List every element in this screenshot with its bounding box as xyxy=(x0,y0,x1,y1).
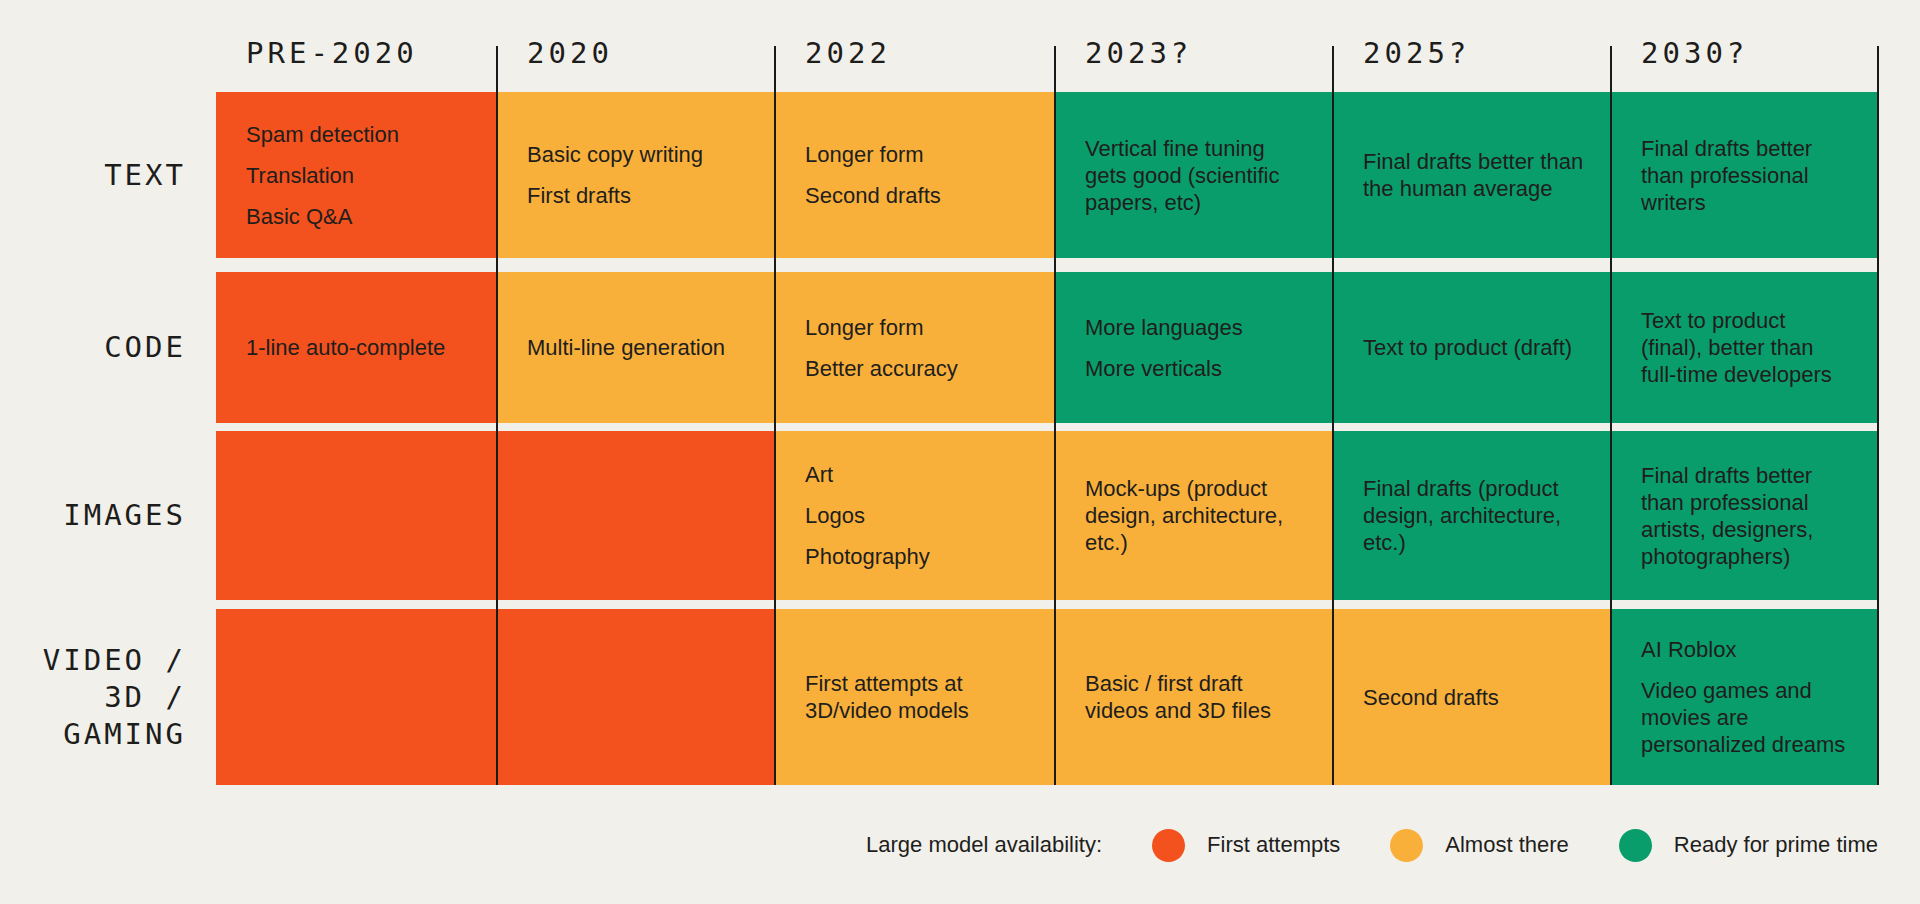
column-header: 2030? xyxy=(1641,36,1748,70)
column-separator-line xyxy=(1332,46,1334,785)
table-cell xyxy=(497,609,775,785)
table-cell: Longer form Second drafts xyxy=(775,92,1055,258)
table-cell: Final drafts better than the human avera… xyxy=(1333,92,1611,258)
legend-item-first-attempts: First attempts xyxy=(1152,829,1340,862)
column-header: 2022 xyxy=(805,36,891,70)
table-cell: Longer form Better accuracy xyxy=(775,272,1055,423)
row-label-line: GAMING xyxy=(0,716,186,753)
cell-text: 1-line auto-complete xyxy=(246,334,471,361)
cell-text: Basic / first draft videos and 3D files xyxy=(1085,670,1307,724)
row-label-line: 3D / xyxy=(0,679,186,716)
table-cell: Text to product (draft) xyxy=(1333,272,1611,423)
table-cell: Final drafts better than professional ar… xyxy=(1611,431,1878,600)
legend-item-almost-there: Almost there xyxy=(1390,829,1569,862)
table-cell: Final drafts better than professional wr… xyxy=(1611,92,1878,258)
row-label-line: TEXT xyxy=(0,157,186,194)
cell-text: Second drafts xyxy=(1363,684,1585,711)
column-header: PRE-2020 xyxy=(246,36,418,70)
cell-text: Photography xyxy=(805,543,1029,570)
cell-text: Text to product (final), better than ful… xyxy=(1641,307,1852,388)
row-label: IMAGES xyxy=(0,431,186,600)
row-label-line: IMAGES xyxy=(0,497,186,534)
row-label-line: VIDEO / xyxy=(0,642,186,679)
cell-text: First drafts xyxy=(527,182,749,209)
cell-text: Multi-line generation xyxy=(527,334,749,361)
cell-text: Longer form xyxy=(805,141,1029,168)
cell-text: Basic copy writing xyxy=(527,141,749,168)
cell-text: Text to product (draft) xyxy=(1363,334,1585,361)
legend: Large model availability: First attempts… xyxy=(866,823,1878,867)
cell-text: Final drafts better than professional wr… xyxy=(1641,135,1852,216)
cell-text: Translation xyxy=(246,162,471,189)
cell-text: Vertical fine tuning gets good (scientif… xyxy=(1085,135,1307,216)
cell-text: AI Roblox xyxy=(1641,636,1852,663)
column-separator-line xyxy=(1877,46,1879,785)
almost-there-dot-icon xyxy=(1390,829,1423,862)
table-cell xyxy=(497,431,775,600)
row-label: CODE xyxy=(0,272,186,423)
legend-item-label: First attempts xyxy=(1207,832,1340,858)
table-cell: Second drafts xyxy=(1333,609,1611,785)
row-label: VIDEO /3D /GAMING xyxy=(0,609,186,785)
column-separator-line xyxy=(1054,46,1056,785)
table-cell: First attempts at 3D/video models xyxy=(775,609,1055,785)
column-separator-line xyxy=(774,46,776,785)
cell-text: More languages xyxy=(1085,314,1307,341)
legend-item-label: Almost there xyxy=(1445,832,1569,858)
cell-text: Logos xyxy=(805,502,1029,529)
table-cell: More languages More verticals xyxy=(1055,272,1333,423)
cell-text: Art xyxy=(805,461,1029,488)
cell-text: Mock-ups (product design, architecture, … xyxy=(1085,475,1307,556)
column-separator-line xyxy=(496,46,498,785)
table-cell: Basic copy writing First drafts xyxy=(497,92,775,258)
table-cell: Basic / first draft videos and 3D files xyxy=(1055,609,1333,785)
cell-text: Video games and movies are personalized … xyxy=(1641,677,1852,758)
legend-item-ready: Ready for prime time xyxy=(1619,829,1878,862)
cell-text: Final drafts better than professional ar… xyxy=(1641,462,1852,570)
column-separator-line xyxy=(1610,46,1612,785)
table-cell xyxy=(216,431,497,600)
cell-text: Better accuracy xyxy=(805,355,1029,382)
legend-title: Large model availability: xyxy=(866,832,1102,858)
first-attempts-dot-icon xyxy=(1152,829,1185,862)
table-cell: Art Logos Photography xyxy=(775,431,1055,600)
row-label: TEXT xyxy=(0,92,186,258)
cell-text: First attempts at 3D/video models xyxy=(805,670,1029,724)
table-cell: AI Roblox Video games and movies are pers… xyxy=(1611,609,1878,785)
availability-timeline-table: PRE-2020 2020 2022 2023? 2025? 2030? TEXT CODE… xyxy=(0,0,1920,904)
cell-text: Second drafts xyxy=(805,182,1029,209)
table-cell xyxy=(216,609,497,785)
row-label-line: CODE xyxy=(0,329,186,366)
table-cell: Mock-ups (product design, architecture, … xyxy=(1055,431,1333,600)
legend-item-label: Ready for prime time xyxy=(1674,832,1878,858)
cell-text: Final drafts better than the human avera… xyxy=(1363,148,1585,202)
column-header: 2025? xyxy=(1363,36,1470,70)
column-header: 2023? xyxy=(1085,36,1192,70)
table-cell: Vertical fine tuning gets good (scientif… xyxy=(1055,92,1333,258)
table-cell: Multi-line generation xyxy=(497,272,775,423)
table-cell: Spam detection Translation Basic Q&A xyxy=(216,92,497,258)
column-header: 2020 xyxy=(527,36,613,70)
ready-dot-icon xyxy=(1619,829,1652,862)
table-cell: Text to product (final), better than ful… xyxy=(1611,272,1878,423)
cell-text: More verticals xyxy=(1085,355,1307,382)
table-cell: 1-line auto-complete xyxy=(216,272,497,423)
table-cell: Final drafts (product design, architectu… xyxy=(1333,431,1611,600)
cell-text: Final drafts (product design, architectu… xyxy=(1363,475,1585,556)
cell-text: Longer form xyxy=(805,314,1029,341)
cell-text: Spam detection xyxy=(246,121,471,148)
cell-text: Basic Q&A xyxy=(246,203,471,230)
